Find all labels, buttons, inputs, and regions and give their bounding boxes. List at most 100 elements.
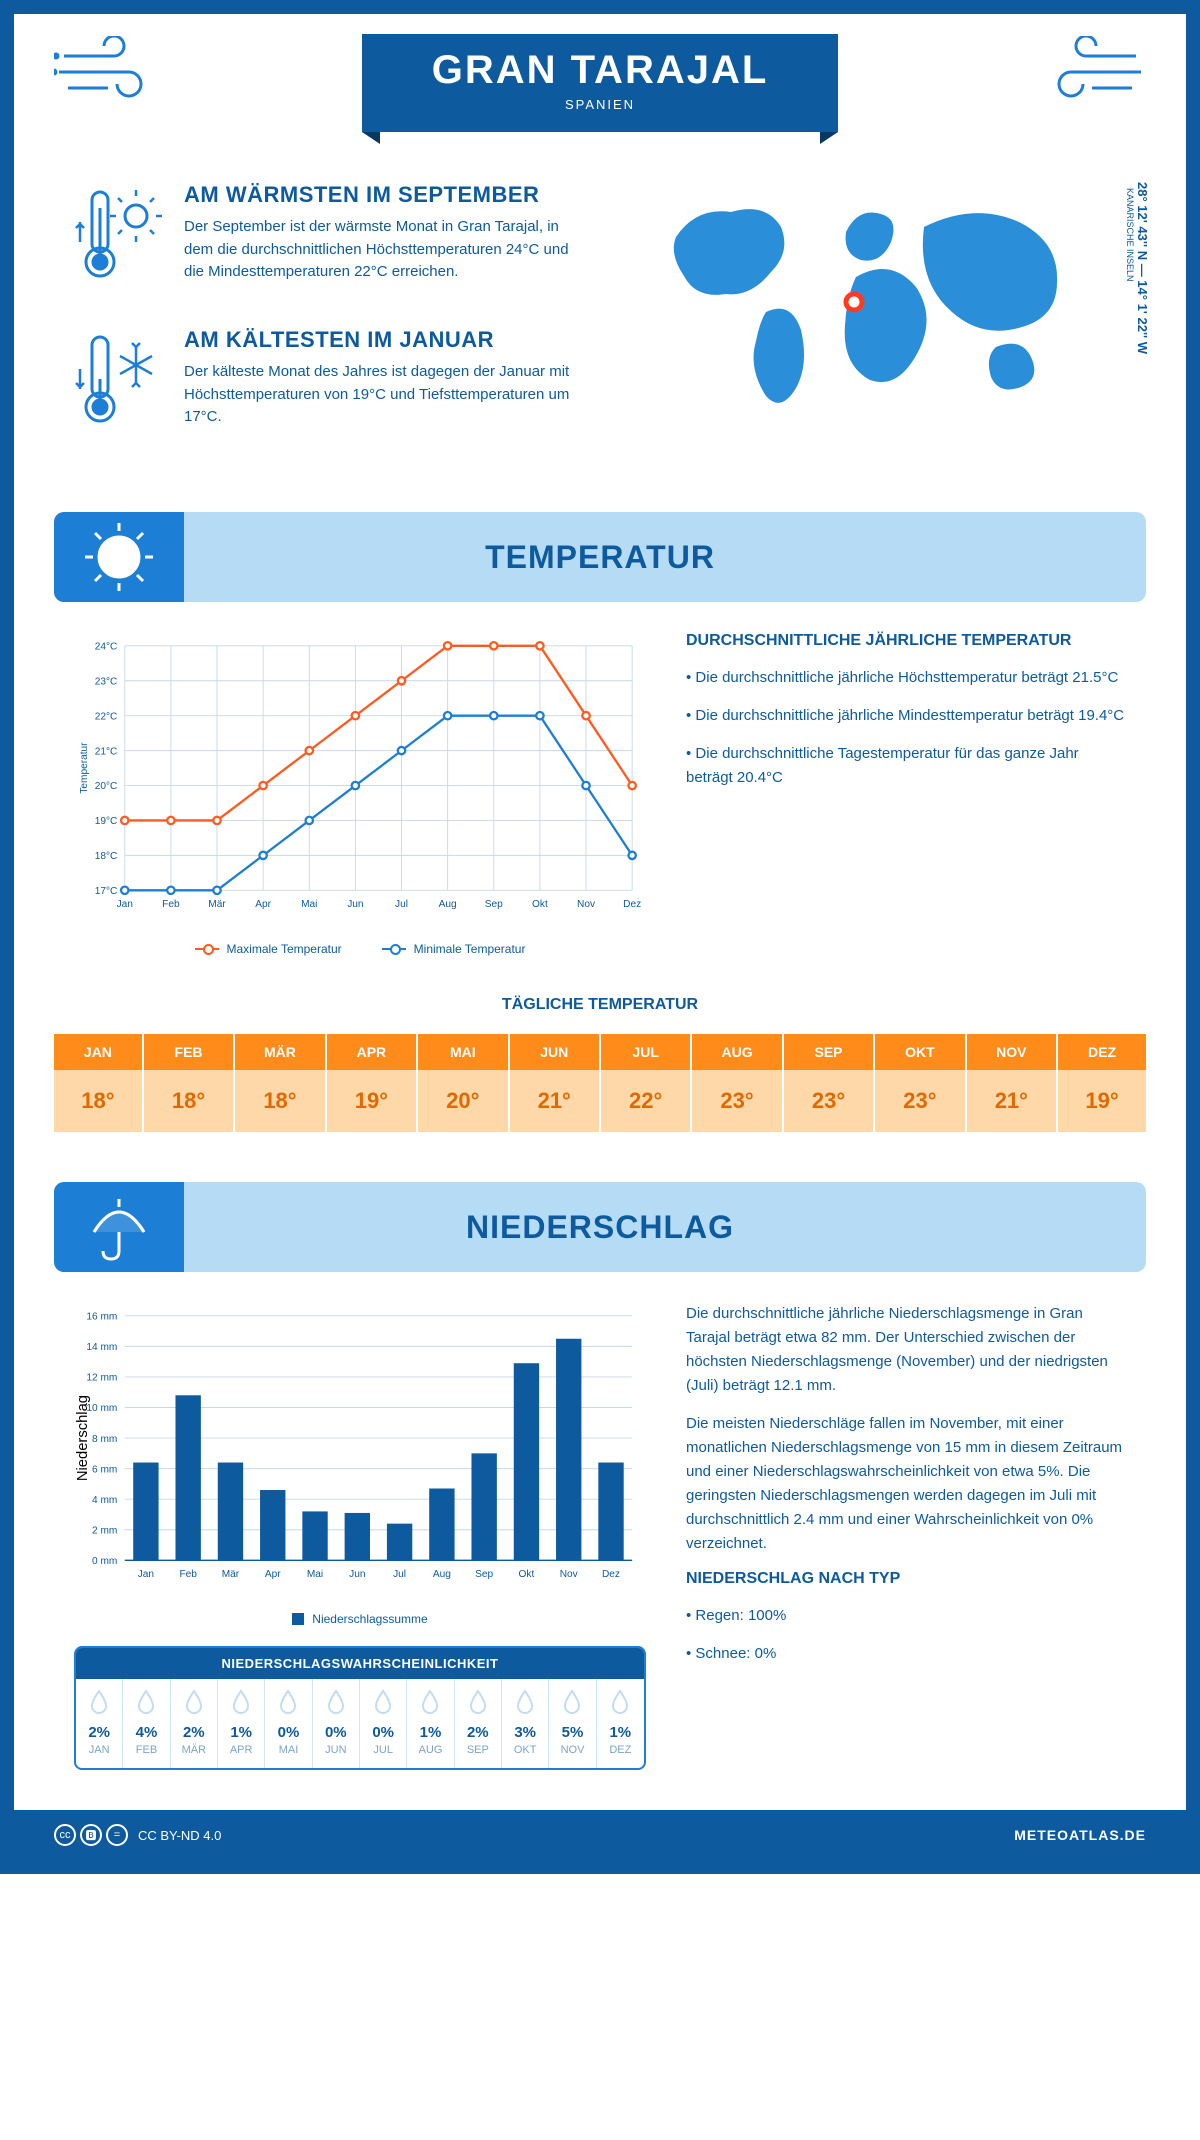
svg-text:19°C: 19°C [95, 816, 118, 827]
rain-prob-value: 5% [549, 1724, 595, 1741]
drop-icon [218, 1689, 264, 1720]
rain-prob-value: 4% [123, 1724, 169, 1741]
svg-text:22°C: 22°C [95, 711, 118, 722]
svg-text:17°C: 17°C [95, 886, 118, 897]
by-icon: 🅱 [80, 1824, 102, 1846]
rain-prob-month: JUL [360, 1744, 406, 1756]
svg-text:Jan: Jan [138, 1569, 154, 1580]
rain-prob-month: NOV [549, 1744, 595, 1756]
svg-text:Niederschlag: Niederschlag [75, 1395, 91, 1481]
rain-prob-month: APR [218, 1744, 264, 1756]
rain-prob-value: 2% [76, 1724, 122, 1741]
temp-summary-title: DURCHSCHNITTLICHE JÄHRLICHE TEMPERATUR [686, 632, 1126, 650]
temp-bullet: • Die durchschnittliche jährliche Höchst… [686, 666, 1126, 690]
rain-prob-value: 2% [171, 1724, 217, 1741]
legend-item: .legend-swatch[style*='#ff5a1f']::after{… [195, 942, 342, 956]
svg-text:Okt: Okt [519, 1569, 535, 1580]
table-header: FEB [143, 1034, 234, 1070]
rain-prob-cell: 3%OKT [502, 1679, 549, 1768]
thermometer-snow-icon [74, 327, 164, 442]
legend-item: .legend-swatch[style*='#1d7ed6']::after{… [382, 942, 526, 956]
rain-section-header: NIEDERSCHLAG [54, 1182, 1146, 1272]
temp-chart-row: 17°C18°C19°C20°C21°C22°C23°C24°CJanFebMä… [14, 632, 1186, 996]
rain-prob-cell: 2% SEP [455, 1679, 502, 1768]
svg-text:20°C: 20°C [95, 781, 118, 792]
daily-temp-title: TÄGLICHE TEMPERATUR [54, 996, 1146, 1014]
svg-text:Apr: Apr [265, 1569, 281, 1580]
intro-text-col: AM WÄRMSTEN IM SEPTEMBER Der September i… [74, 182, 585, 472]
page-subtitle: SPANIEN [432, 97, 769, 112]
svg-text:8 mm: 8 mm [92, 1434, 117, 1445]
cc-icons: cc 🅱 = [54, 1824, 128, 1846]
svg-text:Jun: Jun [349, 1569, 365, 1580]
coldest-title: AM KÄLTESTEN IM JANUAR [184, 327, 584, 353]
rain-prob-cell: 4% FEB [123, 1679, 170, 1768]
rain-para: Die meisten Niederschläge fallen im Nove… [686, 1412, 1126, 1556]
site-name: METEOATLAS.DE [1014, 1827, 1146, 1843]
table-cell: 23° [874, 1070, 965, 1132]
world-map-col: 28° 12' 43'' N — 14° 1' 22'' W KANARISCH… [615, 182, 1126, 472]
rain-chart-row: 0 mm2 mm4 mm6 mm8 mm10 mm12 mm14 mm16 mm… [14, 1302, 1186, 1810]
rain-prob-month: SEP [455, 1744, 501, 1756]
temp-summary: DURCHSCHNITTLICHE JÄHRLICHE TEMPERATUR •… [686, 632, 1126, 956]
svg-text:14 mm: 14 mm [86, 1342, 117, 1353]
coldest-block: AM KÄLTESTEN IM JANUAR Der kälteste Mona… [74, 327, 585, 442]
table-header: MÄR [234, 1034, 325, 1070]
drop-icon [123, 1689, 169, 1720]
table-cell: 20° [417, 1070, 508, 1132]
table-header: AUG [691, 1034, 782, 1070]
rain-prob-month: DEZ [597, 1744, 644, 1756]
svg-text:Okt: Okt [532, 899, 548, 910]
rain-prob-month: FEB [123, 1744, 169, 1756]
rain-type-bullet: • Schnee: 0% [686, 1642, 1126, 1666]
license-block: cc 🅱 = CC BY-ND 4.0 [54, 1824, 221, 1846]
drop-icon [407, 1689, 453, 1720]
table-cell: 23° [691, 1070, 782, 1132]
svg-text:Temperatur: Temperatur [79, 742, 90, 794]
temp-bullet: • Die durchschnittliche jährliche Mindes… [686, 704, 1126, 728]
rain-prob-cell: 2% MÄR [171, 1679, 218, 1768]
wind-icon [1036, 36, 1146, 111]
drop-icon [597, 1689, 644, 1720]
table-header: JUL [600, 1034, 691, 1070]
rain-probability-table: NIEDERSCHLAGSWAHRSCHEINLICHKEIT 2%JAN4%F… [74, 1646, 646, 1770]
temp-legend: .legend-swatch[style*='#ff5a1f']::after{… [74, 942, 646, 956]
svg-text:Jun: Jun [347, 899, 363, 910]
svg-text:Feb: Feb [179, 1569, 197, 1580]
sun-icon [54, 512, 184, 602]
rain-prob-value: 1% [407, 1724, 453, 1741]
rain-prob-month: MAI [265, 1744, 311, 1756]
warmest-block: AM WÄRMSTEN IM SEPTEMBER Der September i… [74, 182, 585, 297]
rain-prob-month: MÄR [171, 1744, 217, 1756]
table-cell: 23° [783, 1070, 874, 1132]
drop-icon [313, 1689, 359, 1720]
rain-prob-month: AUG [407, 1744, 453, 1756]
footer: cc 🅱 = CC BY-ND 4.0 METEOATLAS.DE [14, 1810, 1186, 1860]
svg-text:Jul: Jul [393, 1569, 406, 1580]
svg-text:10 mm: 10 mm [86, 1403, 117, 1414]
temp-section-header: TEMPERATUR [54, 512, 1146, 602]
rain-prob-cell: 1%DEZ [597, 1679, 644, 1768]
rain-prob-cell: 0%JUN [313, 1679, 360, 1768]
table-header: DEZ [1057, 1034, 1146, 1070]
daily-temp-section: TÄGLICHE TEMPERATUR JANFEBMÄRAPRMAIJUNJU… [14, 996, 1186, 1182]
rain-prob-value: 0% [265, 1724, 311, 1741]
svg-text:Nov: Nov [577, 899, 596, 910]
wind-icon [54, 36, 164, 111]
svg-text:23°C: 23°C [95, 676, 118, 687]
rain-prob-value: 2% [455, 1724, 501, 1741]
table-header: SEP [783, 1034, 874, 1070]
umbrella-icon [54, 1182, 184, 1272]
svg-text:Apr: Apr [255, 899, 271, 910]
svg-text:Mai: Mai [301, 899, 317, 910]
map-marker-icon [844, 292, 864, 312]
rain-legend: Niederschlagssumme [74, 1612, 646, 1626]
rain-prob-value: 1% [218, 1724, 264, 1741]
world-map-icon [656, 182, 1086, 422]
rain-heading: NIEDERSCHLAG [466, 1209, 734, 1246]
svg-text:Mai: Mai [307, 1569, 323, 1580]
drop-icon [76, 1689, 122, 1720]
drop-icon [265, 1689, 311, 1720]
rain-prob-month: OKT [502, 1744, 548, 1756]
cc-icon: cc [54, 1824, 76, 1846]
